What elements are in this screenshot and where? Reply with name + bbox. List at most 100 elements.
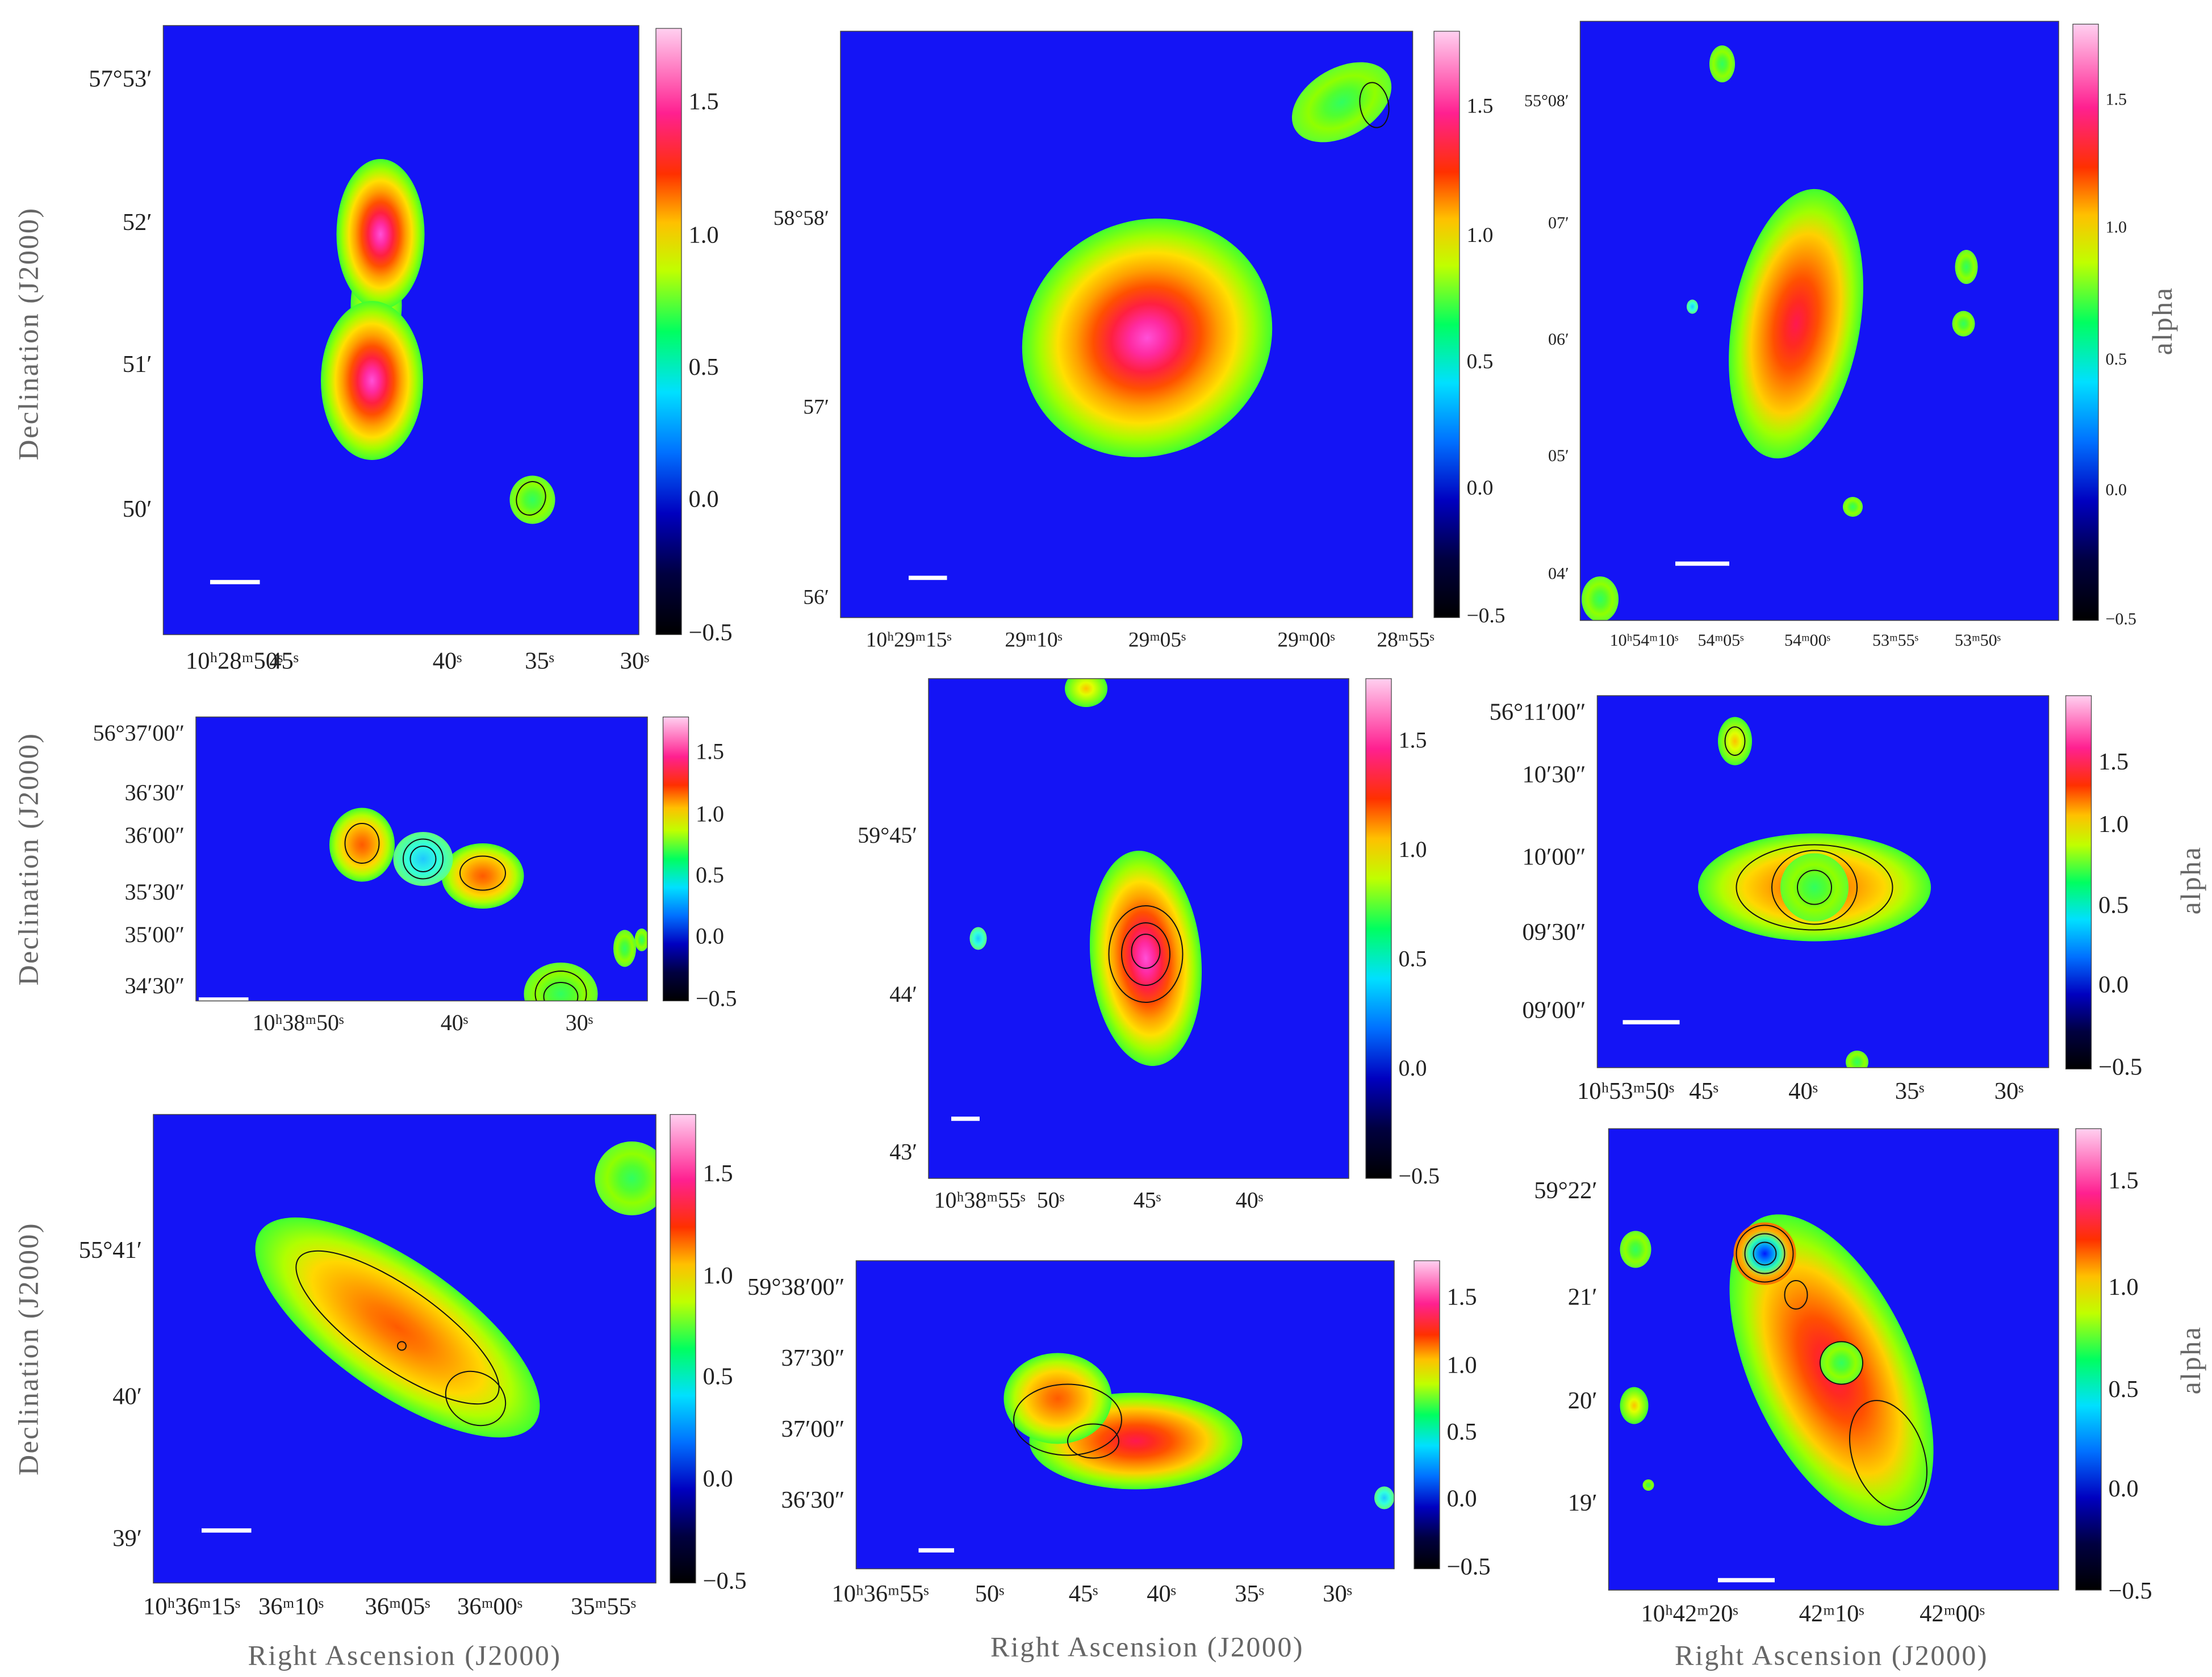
dec-tick-label: 35′00″ xyxy=(125,922,185,947)
colorbar-tick-label: 0.5 xyxy=(703,1363,733,1390)
source xyxy=(1687,299,1698,314)
source xyxy=(1620,1231,1651,1268)
colorbar-tick-label: 0.5 xyxy=(2109,1376,2139,1403)
contour xyxy=(1724,726,1746,756)
dec-tick-label: 58°58′ xyxy=(773,207,829,230)
dec-tick-label: 56′ xyxy=(803,586,829,609)
contour xyxy=(1121,922,1170,986)
ra-tick-label: 10ʰ38ᵐ50ˢ xyxy=(253,1010,344,1035)
ra-tick-label: 40ˢ xyxy=(1788,1078,1818,1105)
ra-tick-label: 45ˢ xyxy=(1069,1580,1098,1607)
ra-tick-label: 50ˢ xyxy=(975,1580,1005,1607)
colorbar-tick-label: −0.5 xyxy=(1399,1163,1440,1189)
dec-tick-label: 50′ xyxy=(123,496,152,522)
dec-tick-label: 51′ xyxy=(123,351,152,378)
source xyxy=(613,930,636,967)
dec-tick-label: 07′ xyxy=(1548,214,1569,232)
colorbar-tick-label: 0.5 xyxy=(1447,1419,1477,1445)
y-axis-label: Declination (J2000) xyxy=(12,207,44,460)
ra-tick-label: 35ˢ xyxy=(1235,1580,1264,1607)
colorbar-tick-label: 0.0 xyxy=(1447,1485,1477,1512)
map-sources xyxy=(329,808,647,1001)
dec-tick-label: 10′00″ xyxy=(1523,843,1586,870)
ra-tick-label: 10ʰ53ᵐ50ˢ xyxy=(1577,1078,1674,1105)
dec-tick-label: 20′ xyxy=(1568,1387,1598,1414)
ra-tick-label: 10ʰ36ᵐ15ˢ xyxy=(143,1593,240,1620)
ra-tick-label: 36ᵐ00ˢ xyxy=(457,1593,522,1620)
contour xyxy=(1797,869,1832,905)
colorbar-tick-label: 1.5 xyxy=(1447,1283,1477,1310)
colorbar-tick-label: 0.5 xyxy=(689,354,719,380)
colorbar-tick-label: 0.5 xyxy=(1399,946,1427,972)
contour xyxy=(445,1370,507,1427)
colorbar-tick-label: 1.5 xyxy=(1399,727,1427,753)
colorbar-tick-label: 0.0 xyxy=(1399,1055,1427,1081)
dec-tick-label: 19′ xyxy=(1568,1490,1598,1516)
ra-tick-label: 45ˢ xyxy=(269,647,299,674)
contour xyxy=(1131,934,1161,969)
panel: 1.5 1.0 0.5 0.0 −0.5 56°11′00″ 10′30″ 10′00″ 09′… xyxy=(1490,695,2206,1105)
colorbar-label: alpha xyxy=(2175,1326,2206,1395)
ra-tick-label: 36ᵐ05ˢ xyxy=(365,1593,430,1620)
dec-tick-label: 04′ xyxy=(1548,564,1569,583)
map-frame xyxy=(162,25,639,635)
source xyxy=(1843,497,1863,517)
dec-tick-label: 37′00″ xyxy=(781,1416,845,1442)
map-sources xyxy=(969,679,1202,1066)
ra-tick-label: 35ᵐ55ˢ xyxy=(571,1593,636,1620)
source xyxy=(524,963,598,1001)
contour xyxy=(1820,1341,1863,1385)
ra-tick-label: 50ˢ xyxy=(1037,1187,1065,1213)
colorbar-tick-label: 0.0 xyxy=(689,486,719,512)
map-frame xyxy=(855,1260,1395,1570)
contour xyxy=(397,1341,407,1351)
source xyxy=(1374,1486,1394,1509)
colorbar-tick-label: 1.0 xyxy=(1447,1352,1477,1378)
dec-tick-label: 09′30″ xyxy=(1523,919,1586,946)
ra-tick-label: 30ˢ xyxy=(620,647,650,674)
colorbar-tick-label: 1.0 xyxy=(1399,837,1427,862)
source xyxy=(1780,853,1849,922)
dec-tick-label: 57′ xyxy=(803,396,829,419)
panel: 1.5 1.0 0.5 0.0 −0.5 55°41′ 40′ 39′ 10ʰ36ᵐ15ˢ 36ᵐ… xyxy=(12,1114,747,1671)
ra-tick-label: 45ˢ xyxy=(1689,1078,1718,1105)
map-sources xyxy=(1022,62,1392,458)
dec-tick-label: 35′30″ xyxy=(125,879,185,905)
colorbar-tick-label: −0.5 xyxy=(1447,1553,1491,1580)
panel: 1.5 1.0 0.5 0.0 −0.5 56°37′00″ 36′30″ 36′00″ 35′… xyxy=(12,716,737,1035)
contour xyxy=(1736,1224,1794,1283)
ra-tick-label: 36ᵐ10ˢ xyxy=(258,1593,324,1620)
colorbar-tick-label: −0.5 xyxy=(1467,604,1506,628)
colorbar-tick-label: 0.0 xyxy=(2098,971,2129,998)
source xyxy=(1089,851,1202,1066)
ra-tick-label: 10ʰ42ᵐ20ˢ xyxy=(1641,1600,1738,1627)
colorbar-tick-label: −0.5 xyxy=(696,986,737,1011)
colorbar-tick-label: 1.5 xyxy=(2098,748,2129,775)
colorbar xyxy=(2065,695,2092,1070)
colorbar xyxy=(655,28,682,635)
colorbar xyxy=(2075,1128,2102,1591)
source xyxy=(1846,1051,1868,1068)
map-frame xyxy=(840,31,1414,618)
map-frame xyxy=(928,678,1349,1179)
ra-tick-label: 10ʰ54ᵐ10ˢ xyxy=(1610,631,1679,650)
dec-tick-label: 36′00″ xyxy=(125,822,185,848)
contour xyxy=(1753,1241,1777,1266)
dec-tick-label: 39′ xyxy=(112,1525,142,1551)
dec-tick-label: 34′30″ xyxy=(125,973,185,998)
panel: 1.5 1.0 0.5 0.0 −0.5 57°53′ 52′ 51′ 50′ 10ʰ28ᵐ50ˢ… xyxy=(12,25,733,674)
ra-tick-label: 45ˢ xyxy=(1134,1187,1161,1213)
contour xyxy=(516,481,546,516)
dec-tick-label: 56°37′00″ xyxy=(93,720,185,746)
ra-tick-label: 30ˢ xyxy=(1323,1580,1352,1607)
dec-tick-label: 44′ xyxy=(889,981,917,1007)
colorbar xyxy=(1433,31,1460,618)
source xyxy=(336,159,425,310)
source xyxy=(321,301,423,461)
ra-tick-label: 10ʰ29ᵐ15ˢ xyxy=(866,629,952,652)
dec-tick-label: 36′30″ xyxy=(125,780,185,805)
colorbar-tick-label: 0.0 xyxy=(696,923,724,949)
map-frame xyxy=(153,1114,657,1584)
dec-tick-label: 56°11′00″ xyxy=(1490,699,1586,725)
